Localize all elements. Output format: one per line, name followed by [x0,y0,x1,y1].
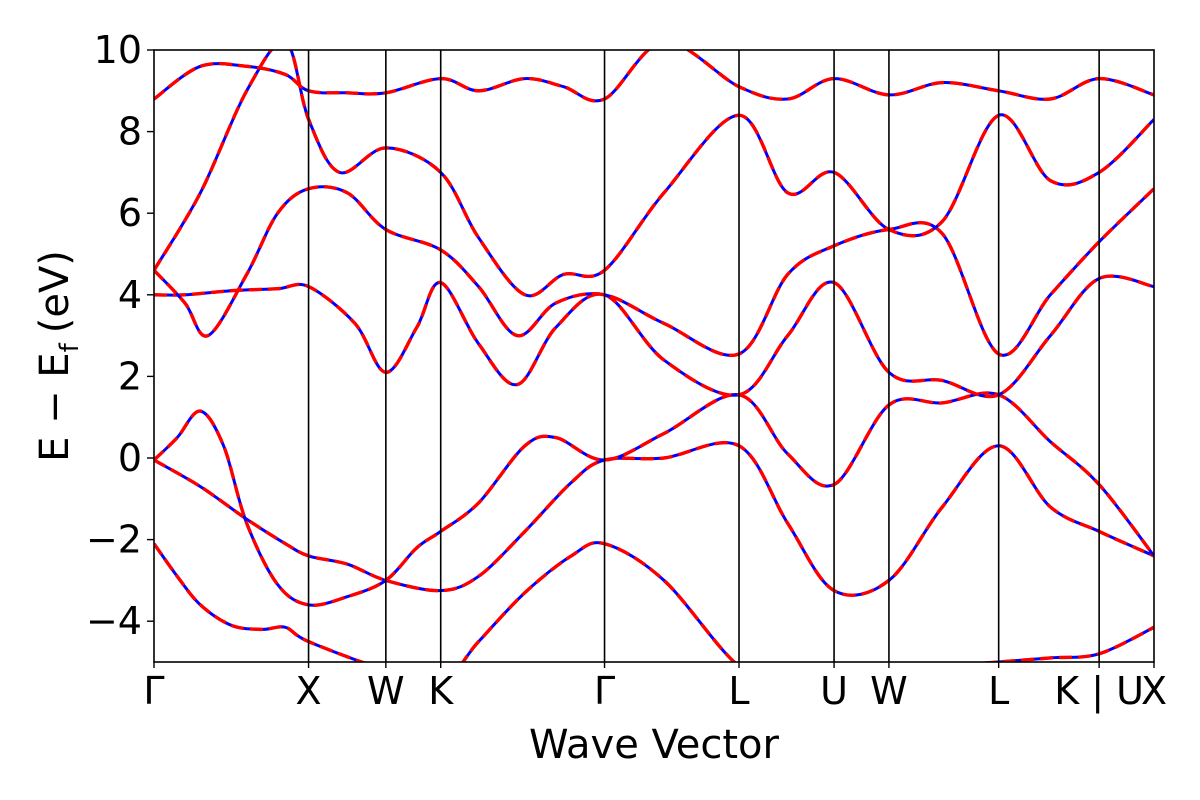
y-tick-label: 2 [118,354,142,398]
y-axis-label-unit: (eV) [32,250,78,333]
high-symmetry-lines [307,50,1100,662]
band-5-line-red [154,185,1154,358]
y-tick-label: 6 [118,191,142,235]
band-6-line-blue [154,50,1154,298]
band-1-line-red [154,541,1154,662]
y-tick-label: 10 [94,28,142,72]
x-tick-label: Γ [594,669,615,713]
y-axis-label-main: E − E [32,352,78,462]
band-4-line-red [154,274,1154,399]
x-axis-label: Wave Vector [529,722,780,768]
band-curves [154,50,1154,662]
band-4-line-blue [154,274,1154,398]
y-tick-label: 8 [118,110,142,154]
x-tick-label: K | U [1054,669,1144,714]
y-axis-label: E − Ef (eV) [32,250,85,462]
y-axis: −4 −2 0 2 4 6 8 10 [86,28,154,643]
x-tick-label: W [367,669,405,713]
band-7-line-red [154,50,1154,103]
x-tick-label: L [988,669,1009,713]
x-tick-label: W [870,669,908,713]
y-tick-label: −2 [86,518,142,562]
x-tick-label: K [428,669,454,713]
band-6-line-red [154,50,1154,298]
x-tick-label: Γ [143,669,164,713]
band-5-line-blue [154,185,1154,357]
y-tick-label: 0 [118,436,142,480]
x-tick-label: L [728,669,749,713]
x-tick-label: U [820,669,848,713]
x-tick-label: X [296,669,322,713]
y-axis-label-subscript: f [55,342,85,352]
x-tick-label: X [1141,669,1167,713]
y-tick-label: 4 [118,273,142,317]
band-3-line-red [154,391,1154,607]
y-tick-label: −4 [86,599,142,643]
plot-frame [153,49,1155,663]
